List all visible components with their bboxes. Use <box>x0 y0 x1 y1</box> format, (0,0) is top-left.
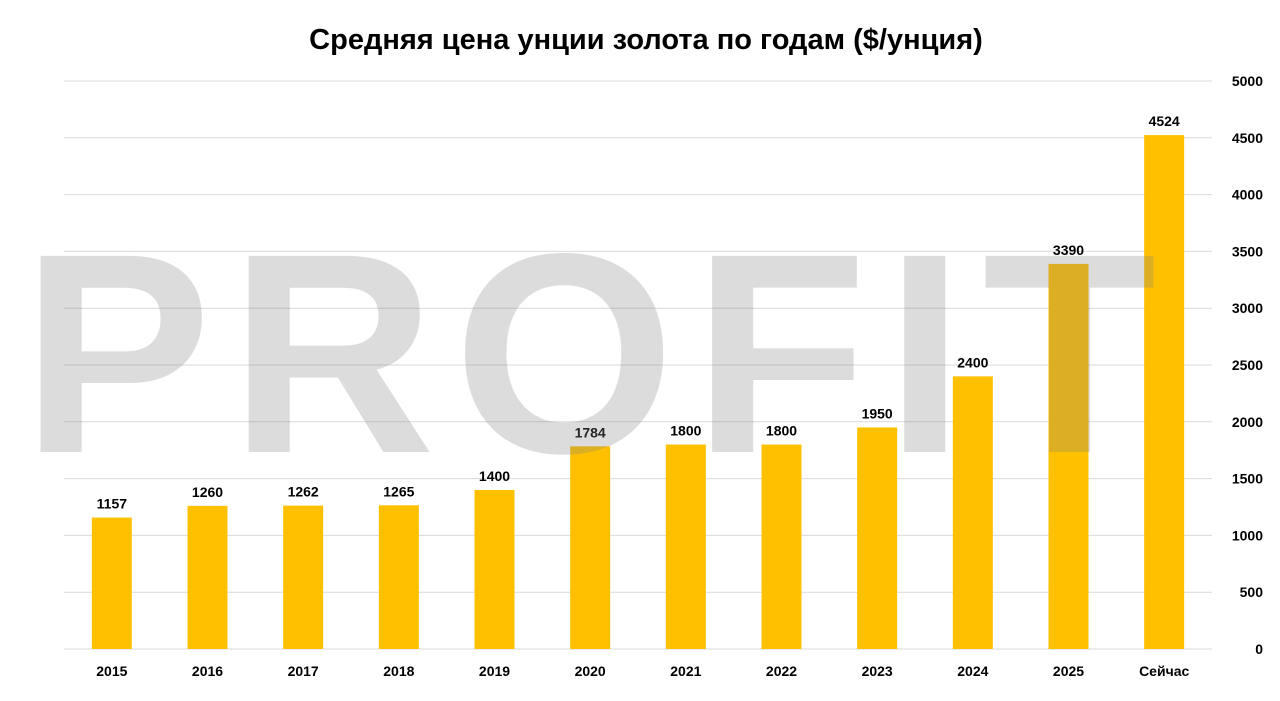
bar-2019 <box>474 489 515 649</box>
x-axis-ticks: 2015 2016 2017 2018 2019 2020 2021 2022 2023 2024… <box>96 663 1189 679</box>
bar-2021 <box>665 444 706 649</box>
y-tick-label: 4000 <box>1232 187 1263 203</box>
bars <box>91 135 1185 649</box>
x-tick-label: Сейчас <box>1139 663 1189 679</box>
x-tick-label: 2017 <box>288 663 319 679</box>
data-label: 4524 <box>1149 113 1180 129</box>
x-tick-label: 2022 <box>766 663 797 679</box>
x-tick-label: 2020 <box>575 663 606 679</box>
x-tick-label: 2019 <box>479 663 510 679</box>
data-label: 1800 <box>766 423 797 439</box>
bar-2023 <box>857 427 898 649</box>
data-label: 1260 <box>192 484 223 500</box>
bar-2025 <box>1048 263 1089 649</box>
bar-2018 <box>378 505 419 649</box>
data-label: 1784 <box>575 424 606 440</box>
bar-2022 <box>761 444 802 649</box>
chart-title: Средняя цена унции золота по годам ($/ун… <box>309 24 983 56</box>
y-tick-label: 2500 <box>1232 357 1263 373</box>
y-tick-label: 500 <box>1240 584 1264 600</box>
data-label: 1262 <box>288 484 319 500</box>
y-tick-label: 3500 <box>1232 243 1263 259</box>
bar-2016 <box>187 505 228 649</box>
data-label: 1265 <box>383 483 414 499</box>
y-tick-label: 0 <box>1255 641 1263 657</box>
data-label: 3390 <box>1053 242 1084 258</box>
x-tick-label: 2023 <box>862 663 893 679</box>
x-tick-label: 2016 <box>192 663 223 679</box>
data-label: 1157 <box>97 496 128 512</box>
y-tick-label: 3000 <box>1232 300 1263 316</box>
y-tick-label: 4500 <box>1232 130 1263 146</box>
x-tick-label: 2021 <box>670 663 701 679</box>
data-label: 1950 <box>862 405 893 421</box>
bar-2024 <box>952 376 993 649</box>
y-axis-ticks: 0 500 1000 1500 2000 2500 3000 3500 4000 4500 5000 <box>1232 73 1263 657</box>
data-label: 2400 <box>957 354 988 370</box>
x-tick-label: 2025 <box>1053 663 1084 679</box>
x-tick-label: 2018 <box>383 663 414 679</box>
y-tick-label: 1000 <box>1232 527 1263 543</box>
watermark-logo: PROFIT <box>22 195 1175 513</box>
bar-Сейчас <box>1144 135 1185 649</box>
bar-2017 <box>283 505 324 649</box>
y-tick-label: 2000 <box>1232 414 1263 430</box>
data-label: 1800 <box>670 423 701 439</box>
data-label: 1400 <box>479 468 510 484</box>
bar-2020 <box>570 446 611 649</box>
data-labels: 1157 1260 1262 1265 1400 1784 1800 1800 1950 2400… <box>97 113 1180 511</box>
x-tick-label: 2015 <box>96 663 127 679</box>
y-tick-label: 5000 <box>1232 73 1263 89</box>
y-tick-label: 1500 <box>1232 471 1263 487</box>
gridlines <box>64 80 1212 650</box>
x-tick-label: 2024 <box>957 663 988 679</box>
bar-2015 <box>91 517 132 649</box>
